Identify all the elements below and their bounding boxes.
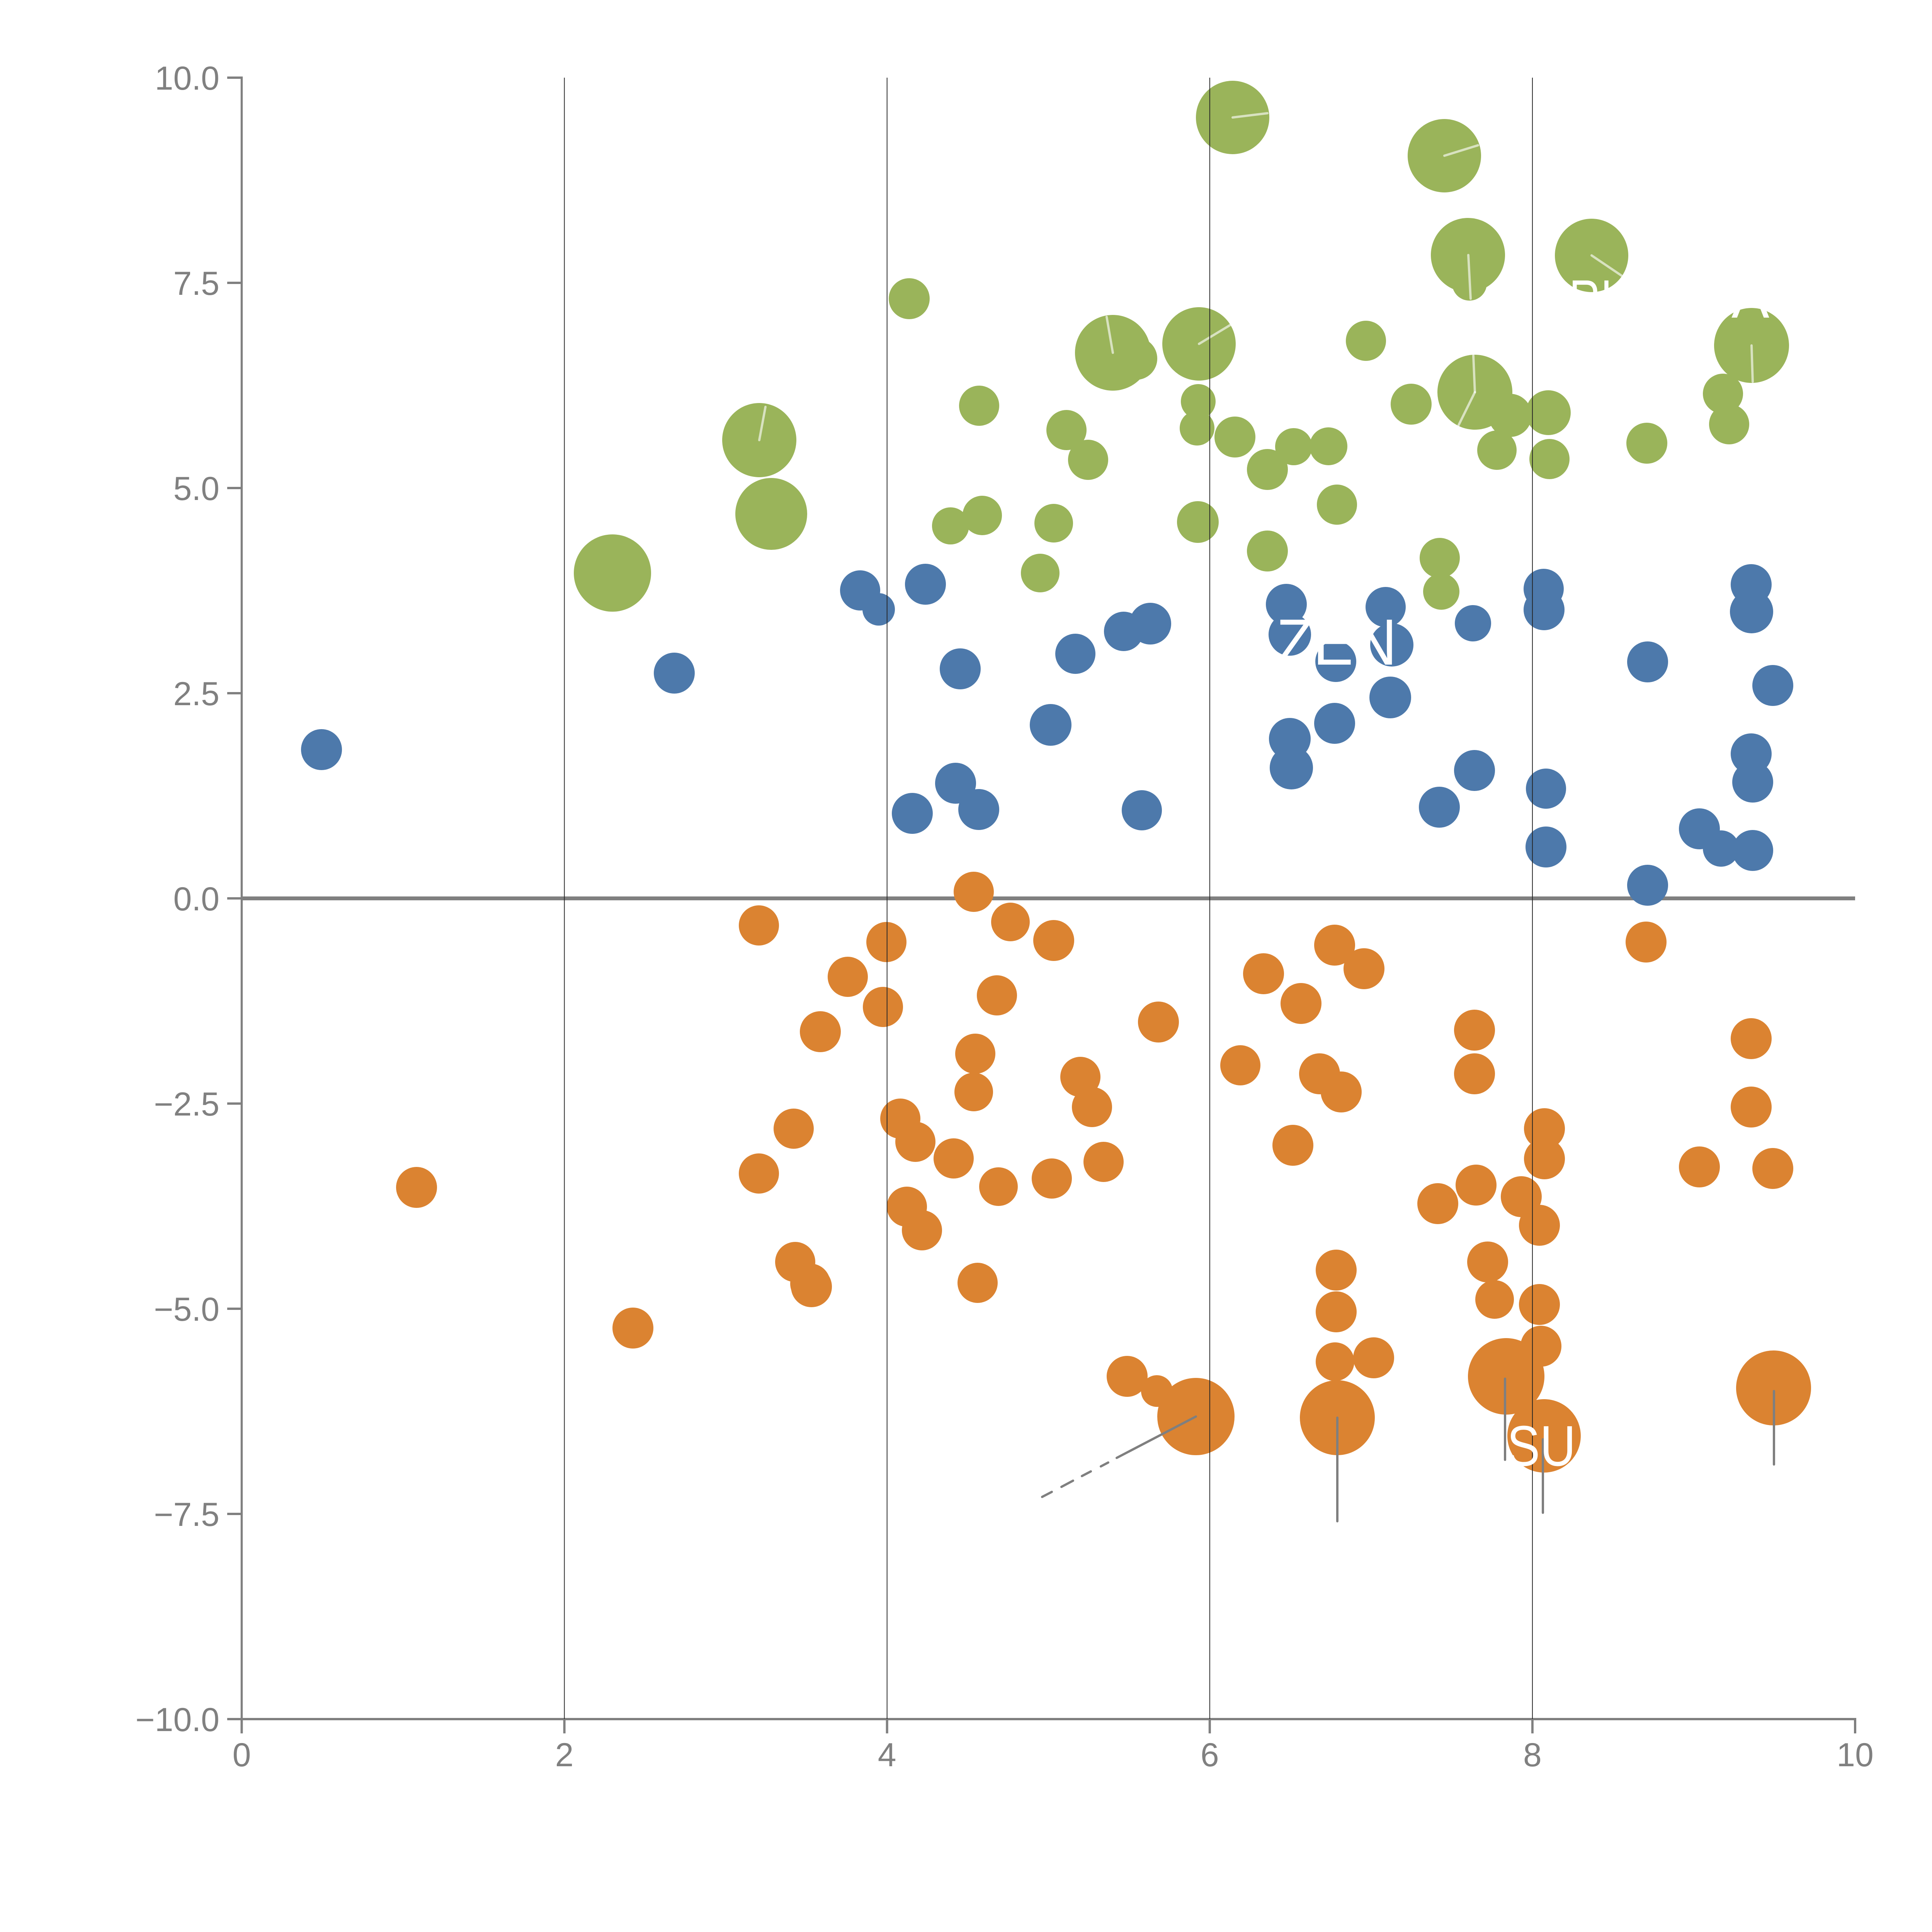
svg-text:−2.5: −2.5	[154, 1086, 219, 1123]
svg-text:RI: RI	[1569, 269, 1612, 332]
svg-text:SU: SU	[1507, 1414, 1576, 1478]
svg-text:ZEN: ZEN	[1276, 605, 1397, 679]
svg-text:7.5: 7.5	[173, 265, 219, 302]
svg-text:4: 4	[878, 1736, 896, 1774]
svg-text:6: 6	[1201, 1736, 1219, 1774]
svg-text:5.0: 5.0	[173, 470, 219, 507]
svg-text:0: 0	[233, 1736, 251, 1774]
svg-text:0.0: 0.0	[173, 881, 219, 918]
svg-text:8: 8	[1523, 1736, 1542, 1774]
svg-text:10: 10	[1837, 1736, 1874, 1774]
svg-text:−5.0: −5.0	[154, 1291, 219, 1328]
svg-text:A: A	[1731, 267, 1769, 330]
svg-text:10.0: 10.0	[155, 60, 219, 97]
svg-text:2.5: 2.5	[173, 675, 219, 713]
svg-text:2: 2	[555, 1736, 574, 1774]
svg-text:−7.5: −7.5	[154, 1496, 219, 1533]
svg-text:−10.0: −10.0	[135, 1701, 219, 1738]
